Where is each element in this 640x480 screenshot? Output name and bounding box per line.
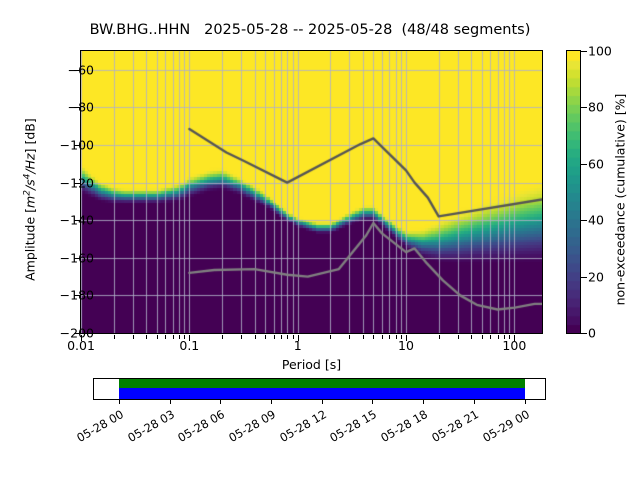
x-tick-mark-minor bbox=[255, 335, 256, 339]
y-tick-mark bbox=[74, 220, 80, 221]
x-tick-mark-minor bbox=[389, 335, 390, 339]
x-tick-label: 0.1 bbox=[179, 338, 200, 353]
x-tick-mark-minor bbox=[471, 335, 472, 339]
x-tick-mark-minor bbox=[274, 335, 275, 339]
coverage-tick-mark bbox=[220, 400, 221, 404]
x-tick-label: 100 bbox=[502, 338, 527, 353]
x-tick-mark-minor bbox=[281, 335, 282, 339]
colorbar-tick-label: 60 bbox=[588, 156, 604, 172]
y-tick-label: −180 bbox=[59, 287, 94, 303]
y-axis-label-text: Amplitude [m2/s4/Hz] [dB] bbox=[22, 118, 38, 281]
x-tick-mark-minor bbox=[490, 335, 491, 339]
coverage-tick-mark bbox=[119, 400, 120, 404]
colorbar-label: non-exceedance (cumulative) [%] bbox=[612, 93, 628, 306]
y-tick-mark bbox=[74, 107, 80, 108]
y-tick-label: −160 bbox=[59, 250, 94, 266]
colorbar-tick-label: 100 bbox=[588, 43, 612, 59]
time-coverage-axes[interactable] bbox=[93, 378, 546, 400]
y-tick-mark bbox=[74, 295, 80, 296]
ppsd-axes[interactable] bbox=[80, 50, 543, 334]
colorbar[interactable] bbox=[566, 50, 581, 334]
x-tick-mark-major bbox=[514, 335, 515, 341]
x-tick-mark-major bbox=[406, 335, 407, 341]
x-tick-mark-minor bbox=[287, 335, 288, 339]
x-tick-mark-minor bbox=[146, 335, 147, 339]
page-title: BW.BHG..HHN 2025-05-28 -- 2025-05-28 (48… bbox=[89, 22, 531, 38]
x-tick-mark-minor bbox=[504, 335, 505, 339]
y-tick-label: −120 bbox=[59, 175, 94, 191]
y-tick-mark bbox=[74, 258, 80, 259]
y-tick-mark bbox=[74, 145, 80, 146]
x-tick-mark-major bbox=[81, 335, 82, 341]
noise-model-curves bbox=[81, 51, 542, 333]
coverage-band-psd-segments bbox=[118, 379, 525, 388]
x-tick-mark-minor bbox=[265, 335, 266, 339]
y-tick-mark bbox=[74, 333, 80, 334]
x-tick-mark-minor bbox=[363, 335, 364, 339]
x-tick-mark-minor bbox=[293, 335, 294, 339]
x-tick-mark-minor bbox=[382, 335, 383, 339]
x-tick-mark-minor bbox=[133, 335, 134, 339]
x-tick-mark-minor bbox=[439, 335, 440, 339]
x-tick-mark-minor bbox=[222, 335, 223, 339]
colorbar-gradient bbox=[567, 51, 580, 333]
coverage-band-data-coverage bbox=[118, 388, 525, 399]
x-tick-label: 1 bbox=[293, 338, 302, 353]
colorbar-tick-label: 20 bbox=[588, 269, 604, 285]
x-tick-mark-minor bbox=[509, 335, 510, 339]
colorbar-tick-label: 0 bbox=[588, 325, 596, 341]
colorbar-tick-mark bbox=[581, 333, 587, 334]
colorbar-tick-mark bbox=[581, 51, 587, 52]
coverage-tick-mark bbox=[474, 400, 475, 404]
colorbar-tick-mark bbox=[581, 164, 587, 165]
coverage-tick-mark bbox=[372, 400, 373, 404]
x-tick-mark-minor bbox=[330, 335, 331, 339]
x-tick-mark-minor bbox=[482, 335, 483, 339]
x-axis-label: Period [s] bbox=[281, 357, 342, 372]
coverage-tick-mark bbox=[170, 400, 171, 404]
x-tick-mark-minor bbox=[157, 335, 158, 339]
y-tick-mark bbox=[74, 183, 80, 184]
x-tick-mark-minor bbox=[373, 335, 374, 339]
coverage-tick-mark bbox=[423, 400, 424, 404]
colorbar-tick-label: 80 bbox=[588, 99, 604, 115]
x-tick-label: 10 bbox=[398, 338, 414, 353]
y-tick-label: −60 bbox=[67, 62, 94, 78]
x-tick-mark-minor bbox=[184, 335, 185, 339]
coverage-tick-mark bbox=[322, 400, 323, 404]
colorbar-tick-mark bbox=[581, 220, 587, 221]
x-tick-mark-minor bbox=[396, 335, 397, 339]
y-tick-label: −140 bbox=[59, 212, 94, 228]
y-axis-label: Amplitude [m2/s4/Hz] [dB] bbox=[22, 50, 37, 350]
x-tick-mark-minor bbox=[401, 335, 402, 339]
y-tick-mark bbox=[74, 70, 80, 71]
coverage-tick-mark bbox=[271, 400, 272, 404]
x-tick-mark-minor bbox=[458, 335, 459, 339]
y-tick-label: −80 bbox=[67, 99, 94, 115]
x-tick-mark-minor bbox=[114, 335, 115, 339]
y-tick-label: −100 bbox=[59, 137, 94, 153]
coverage-tick-mark bbox=[525, 400, 526, 404]
x-tick-mark-minor bbox=[173, 335, 174, 339]
x-tick-mark-minor bbox=[179, 335, 180, 339]
x-tick-mark-minor bbox=[241, 335, 242, 339]
colorbar-tick-label: 40 bbox=[588, 212, 604, 228]
colorbar-tick-mark bbox=[581, 277, 587, 278]
colorbar-tick-mark bbox=[581, 107, 587, 108]
x-tick-mark-major bbox=[189, 335, 190, 341]
x-tick-mark-minor bbox=[498, 335, 499, 339]
x-tick-mark-major bbox=[298, 335, 299, 341]
x-tick-mark-minor bbox=[349, 335, 350, 339]
x-tick-label: 0.01 bbox=[67, 338, 95, 353]
x-tick-mark-minor bbox=[165, 335, 166, 339]
